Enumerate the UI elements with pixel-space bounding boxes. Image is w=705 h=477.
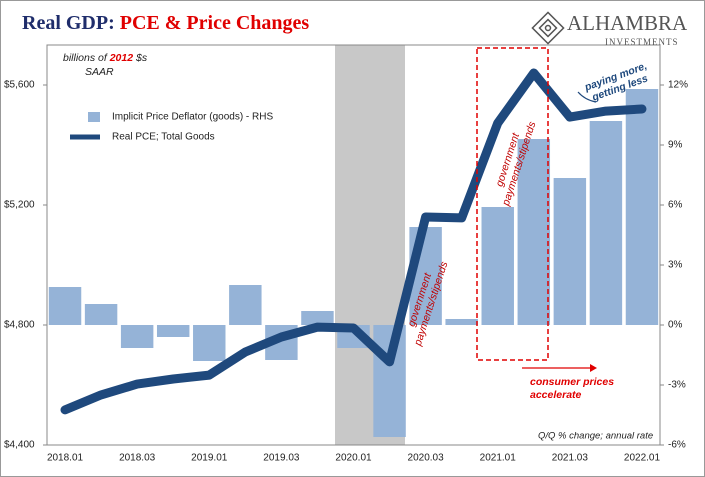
- bar: [48, 287, 82, 325]
- x-tick-label: 2019.03: [263, 453, 300, 464]
- bar: [373, 325, 406, 437]
- bar: [301, 311, 334, 325]
- y2-tick-label: 6%: [668, 200, 683, 211]
- y2-tick-label: -3%: [668, 380, 686, 391]
- x-tick-label: 2021.03: [552, 453, 589, 464]
- legend-label: Implicit Price Deflator (goods) - RHS: [112, 112, 273, 123]
- units-note: billions of 2012 $s: [63, 52, 148, 64]
- annotation-arrow: [577, 91, 597, 103]
- logo: ALHAMBRA INVESTMENTS: [531, 11, 688, 47]
- y2-tick-label: 9%: [668, 140, 683, 151]
- axis-note: Q/Q % change; annual rate: [538, 431, 653, 442]
- x-tick-label: 2018.01: [47, 453, 84, 464]
- legend-label: Real PCE; Total Goods: [112, 132, 215, 143]
- annotation-arrow: [590, 364, 597, 372]
- plot: [48, 68, 659, 437]
- legend-swatch: [88, 112, 100, 122]
- y2-tick-label: -6%: [668, 440, 686, 451]
- annotation-text: accelerate: [530, 389, 582, 401]
- bar: [625, 89, 659, 325]
- highlight-box: [476, 47, 549, 361]
- bar: [445, 319, 478, 325]
- x-tick-label: 2019.01: [191, 453, 228, 464]
- chart-title: Real GDP: PCE & Price Changes: [22, 12, 309, 34]
- y2-tick-label: 3%: [668, 260, 683, 271]
- line: [60, 68, 647, 415]
- bar: [193, 325, 226, 361]
- y-tick-label: $5,200: [4, 200, 35, 211]
- bar: [156, 325, 190, 337]
- bar: [517, 139, 551, 325]
- bar: [481, 207, 514, 325]
- x-tick-label: 2020.01: [335, 453, 372, 464]
- logo-sub: INVESTMENTS: [605, 37, 679, 47]
- x-tick-label: 2018.03: [119, 453, 156, 464]
- y2-tick-label: 12%: [668, 80, 688, 91]
- plot-border: [46, 44, 661, 446]
- x-tick-label: 2022.01: [624, 453, 661, 464]
- logo-name: ALHAMBRA: [567, 11, 688, 35]
- bar: [553, 178, 587, 325]
- annotation-text: consumer prices: [530, 376, 614, 388]
- y-tick-label: $5,600: [4, 80, 35, 91]
- y2-tick-label: 0%: [668, 320, 683, 331]
- units-note-2: SAAR: [85, 66, 114, 78]
- y-tick-label: $4,800: [4, 320, 35, 331]
- x-tick-label: 2020.03: [408, 453, 445, 464]
- y-tick-label: $4,400: [4, 440, 35, 451]
- bar: [589, 121, 623, 325]
- bar: [229, 285, 262, 325]
- bar: [120, 325, 154, 348]
- bar: [84, 304, 118, 325]
- x-tick-label: 2021.01: [480, 453, 517, 464]
